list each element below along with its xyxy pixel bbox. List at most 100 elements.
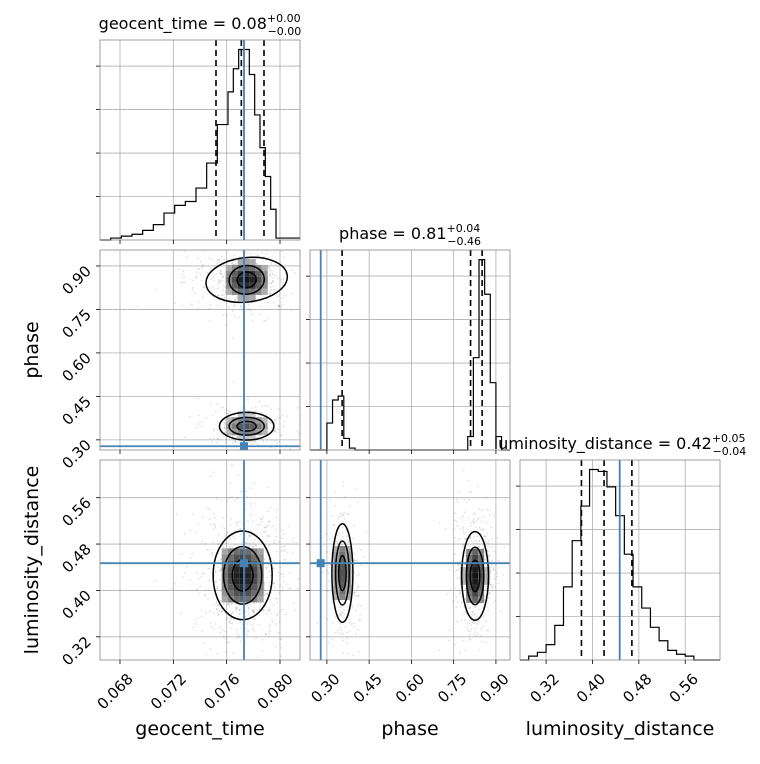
panel-luminosity_distance_vs_geocent_time-point xyxy=(220,558,222,561)
panel-phase_vs_geocent_time-density-cell xyxy=(249,258,256,265)
panel-phase_vs_geocent_time-point xyxy=(267,301,269,304)
panel-phase_vs_geocent_time-density-cell xyxy=(261,282,268,289)
xlabel-luminosity_distance: luminosity_distance xyxy=(526,718,715,740)
panel-luminosity_distance_vs_geocent_time-density-cell xyxy=(221,548,228,555)
panel-luminosity_distance_vs_geocent_time-point xyxy=(274,597,276,600)
panel-luminosity_distance_vs_phase-point xyxy=(470,540,473,543)
panel-phase_vs_geocent_time-density-cell xyxy=(237,264,244,271)
panel-luminosity_distance_vs_geocent_time-point xyxy=(212,512,215,515)
panel-luminosity_distance_vs_geocent_time-point xyxy=(259,547,262,549)
panel-luminosity_distance_vs_geocent_time-point xyxy=(222,635,225,638)
panel-luminosity_distance_vs_geocent_time-point xyxy=(251,608,254,611)
panel-phase_vs_geocent_time-point xyxy=(234,263,237,265)
panel-luminosity_distance_vs_geocent_time-point xyxy=(288,587,290,590)
panel-phase_vs_geocent_time-point xyxy=(279,434,282,437)
panel-luminosity_distance_vs_geocent_time-point xyxy=(218,578,221,581)
panel-phase_vs_geocent_time-point xyxy=(271,277,273,279)
panel-luminosity_distance_vs_phase-point xyxy=(334,540,337,543)
panel-luminosity_distance_vs_geocent_time-point xyxy=(247,630,250,633)
panel-phase_vs_geocent_time-point xyxy=(199,260,202,263)
panel-luminosity_distance_vs_geocent_time-point xyxy=(249,513,252,516)
panel-luminosity_distance_vs_phase-border xyxy=(309,459,511,661)
panel-luminosity_distance_vs_geocent_time-point xyxy=(215,600,218,603)
panel-phase_vs_geocent_time-point xyxy=(218,258,221,261)
panel-luminosity_distance_vs_geocent_time-point xyxy=(280,638,283,641)
panel-luminosity_distance_vs_geocent_time-point xyxy=(269,624,271,626)
panel-luminosity_distance_vs_geocent_time-point xyxy=(189,529,192,532)
panel-phase_vs_geocent_time-density-cell xyxy=(249,411,256,418)
panel-luminosity_distance_vs_phase-point xyxy=(480,626,483,629)
panel-luminosity_distance_vs_geocent_time-point xyxy=(219,626,222,629)
panel-luminosity_distance_vs_phase-point xyxy=(339,606,342,609)
panel-luminosity_distance_vs_geocent_time-density-cell xyxy=(239,566,246,573)
panel-luminosity_distance_vs_phase-point xyxy=(352,622,355,624)
panel-luminosity_distance_vs_geocent_time-point xyxy=(208,610,211,613)
xtick-label-phase-1: 0.45 xyxy=(350,670,386,706)
panel-luminosity_distance_vs_phase-point xyxy=(463,613,465,616)
panel-luminosity_distance_vs_phase-point xyxy=(464,587,467,590)
panel-luminosity_distance_vs_geocent_time-point xyxy=(196,588,199,590)
panel-luminosity_distance_vs_geocent_time-point xyxy=(180,553,182,555)
panel-phase_vs_geocent_time-point xyxy=(248,441,251,443)
panel-luminosity_distance_vs_geocent_time-point xyxy=(292,537,294,540)
panel-luminosity_distance_vs_geocent_time-density-cell xyxy=(251,590,258,597)
ytick-label-phase-2: 0.60 xyxy=(58,349,94,385)
panel-phase_vs_geocent_time-point xyxy=(257,415,260,418)
panel-phase_vs_geocent_time-point xyxy=(184,436,187,439)
panel-luminosity_distance_vs_phase-density-cell xyxy=(472,554,479,561)
panel-luminosity_distance_vs_phase-point xyxy=(462,515,464,518)
panel-luminosity_distance_vs_phase-density-cell xyxy=(466,590,473,597)
panel-luminosity_distance_vs_geocent_time-point xyxy=(208,518,211,520)
panel-luminosity_distance_vs_phase-point xyxy=(462,531,465,533)
panel-luminosity_distance_vs_geocent_time-point xyxy=(265,613,268,615)
panel-luminosity_distance_vs_geocent_time-density-cell xyxy=(245,578,252,585)
xtick-label-phase-0: 0.30 xyxy=(307,670,343,706)
panel-luminosity_distance_vs_phase-density-cell xyxy=(339,546,346,552)
panel-luminosity_distance_vs_phase-point xyxy=(353,625,356,628)
panel-luminosity_distance_vs_geocent_time-point xyxy=(212,528,215,530)
panel-luminosity_distance_vs_geocent_time-point xyxy=(252,611,255,614)
panel-phase_vs_geocent_time-point xyxy=(197,301,200,303)
panel-phase_vs_geocent_time-point xyxy=(272,285,275,288)
panel-phase_vs_geocent_time-point xyxy=(223,258,226,261)
panel-phase_vs_geocent_time-point xyxy=(241,406,244,409)
panel-phase_vs_geocent_time-point xyxy=(278,305,281,307)
panel-luminosity_distance_vs_phase-point xyxy=(353,559,355,561)
panel-luminosity_distance_vs_phase-point xyxy=(364,531,367,534)
panel-phase_vs_geocent_time-density-cell xyxy=(225,270,232,277)
panel-luminosity_distance_vs_phase-point xyxy=(499,610,502,613)
panel-luminosity_distance_vs_geocent_time-point xyxy=(209,587,212,589)
panel-phase_vs_geocent_time-density-cell xyxy=(249,288,256,295)
panel-phase_vs_geocent_time-point xyxy=(270,422,273,425)
panel-luminosity_distance_vs_phase-point xyxy=(482,515,485,518)
panel-luminosity_distance_vs_geocent_time-point xyxy=(220,610,223,613)
panel-phase_vs_geocent_time-point xyxy=(216,441,219,444)
panel-luminosity_distance_vs_phase-point xyxy=(357,604,360,606)
panel-phase_vs_geocent_time-point xyxy=(222,434,224,437)
panel-luminosity_distance_vs_phase-point xyxy=(340,515,342,518)
panel-luminosity_distance_vs_geocent_time-density-cell xyxy=(227,554,234,561)
panel-phase_vs_geocent_time-density-cell xyxy=(243,276,250,283)
panel-luminosity_distance_vs_phase-density-cell xyxy=(333,570,340,576)
panel-luminosity_distance_vs_phase-point xyxy=(325,551,328,554)
panel-luminosity_distance_vs_phase-point xyxy=(483,598,486,601)
panel-luminosity_distance_vs_geocent_time-point xyxy=(265,540,268,543)
panel-luminosity_distance_vs_geocent_time-point xyxy=(272,567,275,569)
panel-phase_vs_geocent_time-point xyxy=(213,240,215,242)
panel-luminosity_distance_vs_geocent_time-point xyxy=(264,530,267,533)
panel-luminosity_distance_vs_phase-point xyxy=(340,613,342,616)
panel-luminosity_distance_vs_geocent_time-point xyxy=(288,525,291,528)
panel-phase_vs_geocent_time-density-cell xyxy=(249,435,256,442)
panel-luminosity_distance_vs_phase-point xyxy=(478,526,481,529)
panel-luminosity_distance_vs_geocent_time-point xyxy=(199,585,202,588)
panel-phase_vs_geocent_time-point xyxy=(270,289,272,292)
panel-luminosity_distance_vs_phase-density-cell xyxy=(466,566,473,573)
panel-luminosity_distance_vs_phase-density-cell xyxy=(484,572,491,579)
panel-luminosity_distance_vs_phase-point xyxy=(342,484,344,487)
panel-phase_vs_geocent_time-point xyxy=(220,270,222,272)
panel-luminosity_distance_vs_phase-point xyxy=(459,537,462,540)
hist-phase-border xyxy=(309,249,511,451)
panel-luminosity_distance_vs_geocent_time-point xyxy=(225,641,228,644)
panel-luminosity_distance_vs_geocent_time-density-cell xyxy=(239,590,246,597)
panel-luminosity_distance_vs_phase-density-cell xyxy=(466,578,473,585)
